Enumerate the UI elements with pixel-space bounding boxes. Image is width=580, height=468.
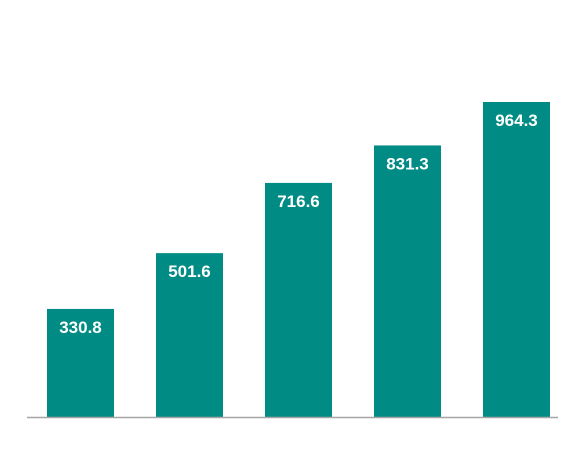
bar-2 <box>156 253 223 417</box>
data-labels-layer: 330.8 501.6 716.6 831.3 964.3 <box>59 111 538 337</box>
bar-3-value-label: 716.6 <box>277 192 320 211</box>
bar-1 <box>47 308 114 417</box>
bar-3 <box>265 182 332 417</box>
bar-4 <box>374 145 441 417</box>
bars-layer <box>47 102 550 417</box>
bar-1-value-label: 330.8 <box>59 318 102 337</box>
bar-5-value-label: 964.3 <box>495 111 538 130</box>
bar-2-value-label: 501.6 <box>168 262 211 281</box>
bar-5 <box>483 102 550 417</box>
bar-4-value-label: 831.3 <box>386 154 429 173</box>
